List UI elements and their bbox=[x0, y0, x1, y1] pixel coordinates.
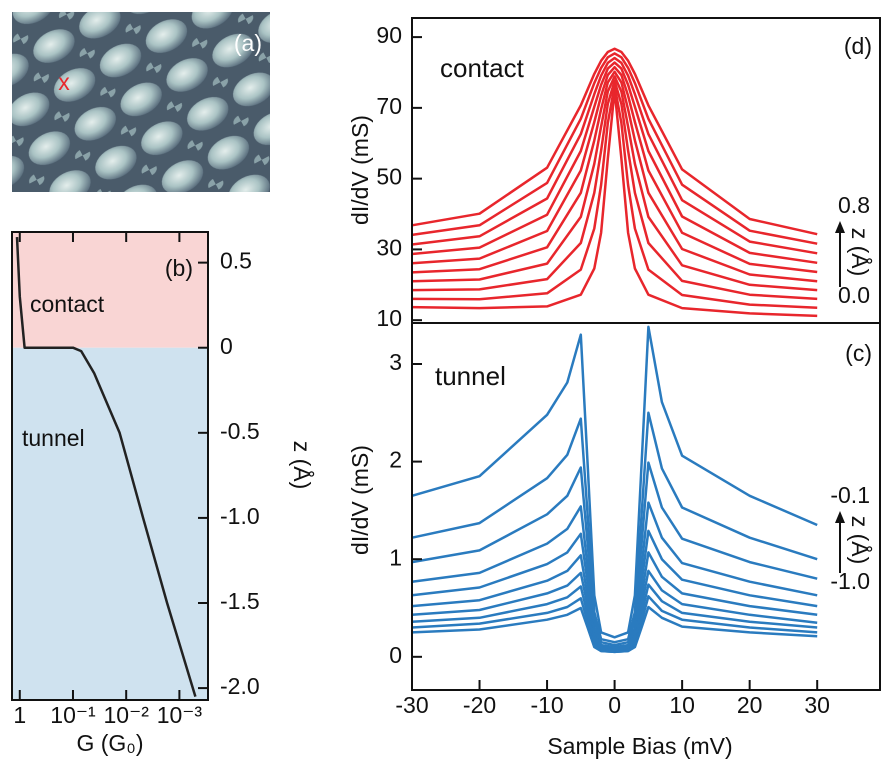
stm-image-panel: (a) x bbox=[12, 12, 270, 192]
y-tick-label: -0.5 bbox=[220, 418, 260, 444]
data-line bbox=[411, 52, 818, 245]
plot-frame bbox=[411, 322, 881, 691]
plot-frame bbox=[11, 231, 209, 701]
data-line bbox=[411, 79, 818, 301]
x-tick-label: 1 bbox=[13, 702, 26, 728]
x-tick-label: 10⁻¹ bbox=[50, 702, 96, 728]
z-label: z (Å) bbox=[847, 516, 874, 565]
region bbox=[12, 347, 208, 700]
data-line bbox=[15, 237, 197, 697]
z-top: -0.1 bbox=[830, 482, 870, 508]
panel-annotation: contact bbox=[440, 53, 525, 83]
y-axis-label: dI/dV (mS) bbox=[347, 445, 373, 555]
z-bottom: 0.0 bbox=[838, 282, 870, 308]
data-line bbox=[411, 325, 818, 639]
x-tick-label: 10 bbox=[669, 692, 695, 718]
x-tick-label: 0 bbox=[608, 692, 621, 718]
z-label: z (Å) bbox=[847, 228, 874, 277]
y-tick-label: 0 bbox=[220, 333, 233, 359]
data-line bbox=[411, 75, 818, 292]
data-line bbox=[411, 70, 818, 283]
x-tick-label: 10⁻³ bbox=[157, 702, 203, 728]
y-tick-label: -2.0 bbox=[220, 673, 260, 699]
y-axis-label: dI/dV (mS) bbox=[347, 115, 373, 225]
data-line bbox=[411, 461, 818, 647]
data-line bbox=[411, 595, 818, 654]
panel-label: (b) bbox=[165, 255, 193, 281]
y-tick-label: 2 bbox=[389, 447, 402, 473]
z-arrow-head bbox=[835, 511, 845, 523]
data-line bbox=[411, 56, 818, 255]
panel: contact tunnel 0.5 0 -0.5 -1.0 -1.5 -2.0 1 10⁻¹ 10… bbox=[11, 231, 316, 756]
y-tick-label: -1.0 bbox=[220, 503, 260, 529]
data-line bbox=[411, 501, 818, 649]
region-label: contact bbox=[30, 291, 105, 317]
x-tick-label: -10 bbox=[530, 692, 563, 718]
stm-image bbox=[12, 12, 270, 192]
panel: 0 1 2 3 -30 -20 -10 0 10 20 30 (c) tunnel dI/dV (mS) S… bbox=[347, 322, 881, 759]
y-tick-label: 1 bbox=[389, 544, 402, 570]
y-tick-label: 3 bbox=[389, 349, 402, 375]
y-tick-label: -1.5 bbox=[220, 588, 260, 614]
data-line bbox=[411, 61, 818, 265]
data-line bbox=[411, 84, 818, 310]
data-line bbox=[411, 411, 818, 644]
panel: 10 30 50 70 90 (d) contact dI/dV (mS) 0.8 0.0 z (Å… bbox=[347, 17, 881, 331]
z-bottom: -1.0 bbox=[830, 568, 870, 594]
region-label: tunnel bbox=[22, 425, 85, 451]
data-line bbox=[411, 88, 818, 318]
x-tick-label: -30 bbox=[395, 692, 428, 718]
y-tick-label: 0 bbox=[389, 642, 402, 668]
panel-label: (a) bbox=[234, 30, 262, 56]
x-tick-label: 30 bbox=[804, 692, 830, 718]
x-axis-label: Sample Bias (mV) bbox=[547, 733, 732, 759]
panel-annotation: tunnel bbox=[435, 361, 506, 391]
x-tick-label: 20 bbox=[737, 692, 763, 718]
y-tick-label: 10 bbox=[376, 305, 402, 331]
tip-marker: x bbox=[58, 69, 70, 95]
y-axis-label: z (Å) bbox=[289, 441, 316, 490]
data-line bbox=[411, 47, 818, 236]
data-line bbox=[411, 551, 818, 651]
y-tick-label: 50 bbox=[376, 164, 402, 190]
y-tick-label: 90 bbox=[376, 22, 402, 48]
panel-label: (d) bbox=[844, 33, 872, 59]
data-line bbox=[411, 65, 818, 274]
y-tick-label: 30 bbox=[376, 234, 402, 260]
x-axis-label: G (G₀) bbox=[76, 730, 143, 756]
y-tick-label: 0.5 bbox=[220, 248, 252, 274]
z-top: 0.8 bbox=[838, 192, 870, 218]
panel-label: (c) bbox=[845, 340, 872, 366]
z-arrow-head bbox=[835, 221, 845, 233]
y-tick-label: 70 bbox=[376, 93, 402, 119]
x-tick-label: 10⁻² bbox=[103, 702, 149, 728]
x-tick-label: -20 bbox=[463, 692, 496, 718]
region bbox=[12, 232, 208, 348]
